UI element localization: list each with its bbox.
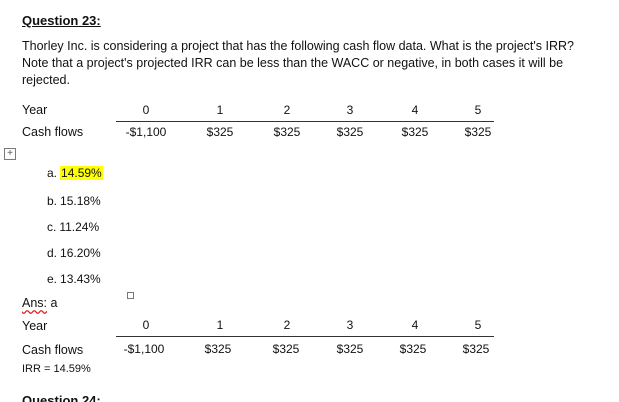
table1-cashflow-label: Cash flows	[22, 125, 84, 139]
choice-letter: a.	[47, 166, 58, 180]
irr-result: IRR = 14.59%	[22, 363, 91, 375]
choice-value: 13.43%	[60, 272, 101, 286]
table1-year-cell: 1	[216, 103, 224, 117]
table2-year-cell: 3	[346, 318, 354, 332]
table2-rule	[116, 336, 494, 337]
next-question-title: Question 24:	[22, 393, 101, 402]
table1-year-cell: 2	[283, 103, 291, 117]
table2-cashflow-cell: $325	[399, 342, 427, 356]
choice-c[interactable]: c. 11.24%	[47, 220, 99, 234]
question-text: Thorley Inc. is considering a project th…	[22, 39, 574, 87]
table1-rule	[116, 121, 494, 122]
table2-year-cell: 5	[474, 318, 482, 332]
choice-letter: e.	[47, 272, 58, 286]
table2-cashflow-label: Cash flows	[22, 343, 84, 357]
choice-value: 11.24%	[59, 220, 100, 234]
table2-year-label: Year	[22, 319, 48, 333]
choice-value: 15.18%	[60, 194, 101, 208]
table1-year-label: Year	[22, 103, 48, 117]
choice-value: 14.59%	[60, 166, 103, 180]
answer-line: Ans: a	[22, 296, 57, 310]
table1-year-cell: 5	[474, 103, 482, 117]
table2-year-cell: 0	[142, 318, 150, 332]
choice-d[interactable]: d. 16.20%	[47, 246, 101, 260]
anchor-marker-icon	[127, 292, 134, 299]
choice-letter: c.	[47, 220, 57, 234]
table1-year-cell: 0	[142, 103, 150, 117]
table-move-handle-icon[interactable]: +	[4, 148, 16, 160]
table1-year-cell: 4	[411, 103, 419, 117]
table1-cashflow-cell: $325	[401, 125, 429, 139]
table1-cashflow-cell: -$1,100	[125, 125, 167, 139]
choice-b[interactable]: b. 15.18%	[47, 194, 101, 208]
choice-a[interactable]: a. 14.59%	[47, 166, 103, 180]
table2-cashflow-cell: $325	[272, 342, 300, 356]
table2-cashflow-cell: $325	[336, 342, 364, 356]
choice-value: 16.20%	[60, 246, 101, 260]
table1-cashflow-cell: $325	[336, 125, 364, 139]
table2-cashflow-cell: -$1,100	[123, 342, 165, 356]
question-title: Question 23:	[22, 13, 101, 28]
table1-cashflow-cell: $325	[464, 125, 492, 139]
table1-year-cell: 3	[346, 103, 354, 117]
table1-cashflow-cell: $325	[206, 125, 234, 139]
table2-year-cell: 1	[216, 318, 224, 332]
choice-letter: b.	[47, 194, 58, 208]
answer-key: a	[50, 296, 58, 310]
table2-cashflow-cell: $325	[462, 342, 490, 356]
choice-e[interactable]: e. 13.43%	[47, 272, 101, 286]
table2-year-cell: 4	[411, 318, 419, 332]
answer-prefix: Ans:	[22, 296, 48, 310]
choice-letter: d.	[47, 246, 58, 260]
table2-cashflow-cell: $325	[204, 342, 232, 356]
table2-year-cell: 2	[283, 318, 291, 332]
table1-cashflow-cell: $325	[273, 125, 301, 139]
